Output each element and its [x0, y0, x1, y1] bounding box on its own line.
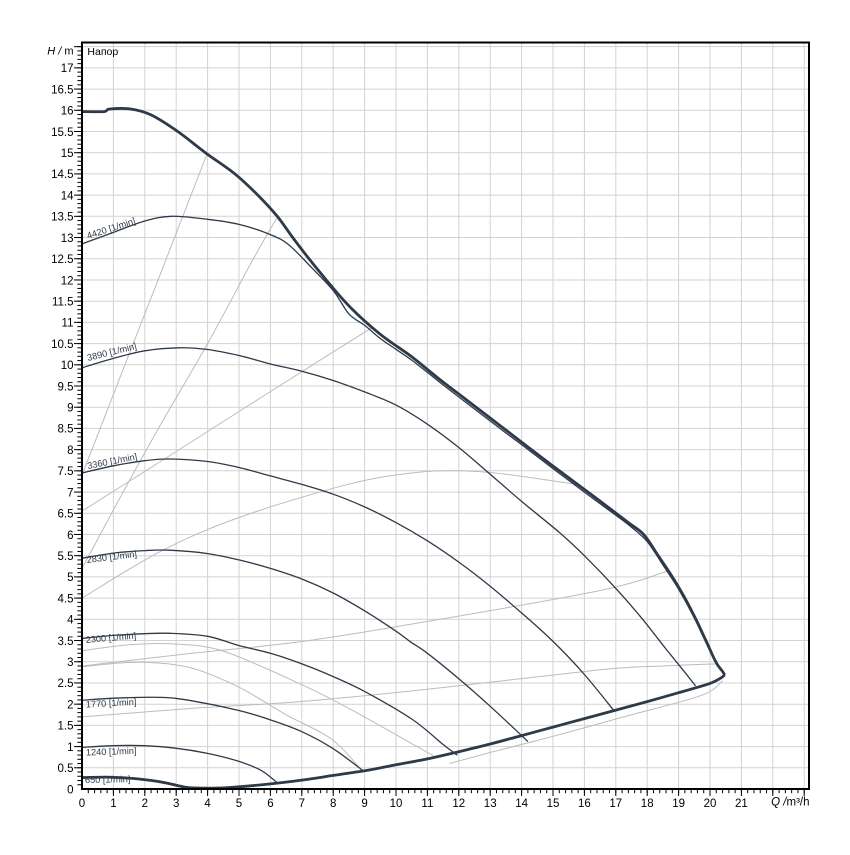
svg-text:11: 11 — [421, 798, 433, 810]
svg-text:13: 13 — [61, 233, 74, 245]
svg-text:7: 7 — [67, 487, 73, 499]
svg-text:17: 17 — [609, 798, 622, 810]
svg-text:13.5: 13.5 — [51, 212, 73, 224]
svg-text:8: 8 — [67, 445, 73, 457]
svg-text:10: 10 — [390, 798, 403, 810]
svg-text:2: 2 — [142, 798, 148, 810]
svg-text:3: 3 — [173, 798, 179, 810]
svg-text:21: 21 — [735, 798, 748, 810]
svg-text:0.5: 0.5 — [58, 763, 74, 775]
svg-text:1: 1 — [67, 742, 73, 754]
svg-text:14: 14 — [515, 798, 528, 810]
svg-text:8: 8 — [330, 798, 336, 810]
svg-text:11.5: 11.5 — [52, 297, 74, 309]
svg-text:650 [1/min]: 650 [1/min] — [85, 774, 131, 785]
svg-text:Q /m³/h: Q /m³/h — [771, 797, 809, 809]
svg-text:15: 15 — [547, 798, 560, 810]
svg-text:8.5: 8.5 — [58, 424, 74, 436]
svg-text:4.5: 4.5 — [58, 593, 74, 605]
svg-text:3.5: 3.5 — [58, 636, 74, 648]
svg-text:Напор: Напор — [87, 46, 118, 58]
svg-text:5.5: 5.5 — [58, 551, 74, 563]
svg-text:4: 4 — [67, 615, 74, 627]
svg-text:9: 9 — [361, 798, 367, 810]
svg-text:1.5: 1.5 — [58, 721, 74, 733]
svg-text:12.5: 12.5 — [51, 254, 73, 266]
svg-text:15: 15 — [61, 148, 74, 160]
svg-text:17: 17 — [61, 63, 74, 75]
svg-text:2300 [1/min]: 2300 [1/min] — [85, 631, 136, 645]
svg-text:9.5: 9.5 — [58, 381, 74, 393]
svg-text:11: 11 — [62, 318, 74, 330]
svg-text:14.5: 14.5 — [51, 169, 73, 181]
svg-text:16: 16 — [578, 798, 591, 810]
svg-text:1: 1 — [110, 798, 116, 810]
svg-text:20: 20 — [704, 798, 717, 810]
svg-text:15.5: 15.5 — [51, 127, 73, 139]
svg-text:6: 6 — [67, 530, 73, 542]
svg-text:14: 14 — [61, 190, 74, 202]
svg-text:5: 5 — [67, 572, 73, 584]
svg-text:5: 5 — [236, 798, 242, 810]
svg-text:12: 12 — [61, 275, 74, 287]
svg-text:6: 6 — [267, 798, 273, 810]
svg-text:1770 [1/min]: 1770 [1/min] — [86, 697, 137, 710]
svg-text:7.5: 7.5 — [58, 466, 74, 478]
svg-text:19: 19 — [672, 798, 685, 810]
svg-text:0: 0 — [67, 784, 73, 796]
svg-text:2.5: 2.5 — [58, 678, 74, 690]
svg-text:16: 16 — [61, 106, 74, 118]
svg-text:H / m: H / m — [47, 46, 73, 58]
svg-text:7: 7 — [299, 798, 305, 810]
svg-text:3: 3 — [67, 657, 73, 669]
svg-text:9: 9 — [67, 403, 73, 415]
svg-text:4: 4 — [204, 798, 211, 810]
svg-text:10: 10 — [61, 360, 74, 372]
svg-text:2: 2 — [67, 700, 73, 712]
svg-text:1240 [1/min]: 1240 [1/min] — [86, 746, 137, 758]
svg-text:12: 12 — [452, 798, 465, 810]
svg-text:6.5: 6.5 — [58, 509, 74, 521]
svg-text:18: 18 — [641, 798, 654, 810]
svg-text:0: 0 — [79, 798, 85, 810]
svg-text:10.5: 10.5 — [51, 339, 73, 351]
svg-text:13: 13 — [484, 798, 497, 810]
svg-text:16.5: 16.5 — [51, 84, 73, 96]
